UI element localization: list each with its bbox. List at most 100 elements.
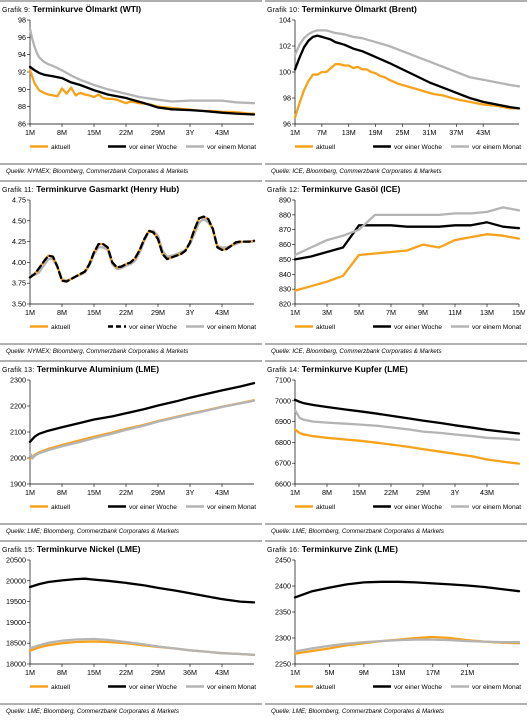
x-tick-label: 15M — [87, 668, 101, 677]
chart-svg: 820 830 840 850 860 870 880 890 1M 3M 5M 7M 9M 11M 13M… — [279, 196, 525, 331]
chart-panel: Grafik 9: Terminkurve Ölmarkt (WTI) 86 88 9… — [0, 0, 264, 180]
x-tick-label: 29M — [416, 488, 430, 497]
chart-label: Grafik 10: — [267, 7, 300, 14]
y-tick-label: 19000 — [6, 618, 26, 627]
x-tick-label: 15M — [352, 488, 366, 497]
chart-panel: Grafik 14: Terminkurve Kupfer (LME) 6600 6… — [265, 360, 529, 540]
x-tick-label: 5M — [354, 308, 364, 317]
x-tick-label: 22M — [119, 128, 133, 137]
y-tick-label: 104 — [279, 16, 291, 25]
chart-title-text: Terminkurve Nickel (LME) — [36, 544, 141, 554]
legend-label: vor einer Woche — [129, 324, 177, 331]
chart-label: Grafik 11: — [2, 187, 34, 194]
legend-label: aktuell — [51, 504, 71, 511]
y-tick-label: 2300 — [10, 376, 26, 385]
y-tick-label: 6700 — [275, 459, 291, 468]
divider — [265, 703, 527, 705]
y-tick-label: 4.50 — [12, 216, 26, 225]
x-tick-label: 15M — [87, 128, 101, 137]
source-note: Quelle: NYMEX; Bloomberg, Commerzbank Co… — [6, 348, 189, 355]
x-tick-label: 7M — [386, 308, 396, 317]
series-line-vor-einer-woche — [293, 34, 521, 110]
legend-label: vor einem Monat — [472, 144, 521, 151]
x-tick-label: 29M — [151, 128, 165, 137]
y-tick-label: 2400 — [275, 582, 291, 591]
chart-panel: Grafik 13: Terminkurve Aluminium (LME) 19… — [0, 360, 264, 540]
chart-svg: 6600 6700 6800 6900 7000 7100 1M 8M 15M 22M 29M 3Y 4… — [275, 376, 521, 511]
x-tick-label: 15M — [512, 308, 525, 317]
y-tick-label: 2100 — [10, 428, 26, 437]
divider — [0, 540, 262, 542]
y-tick-label: 86 — [18, 120, 26, 129]
legend-label: vor einem Monat — [207, 504, 256, 511]
legend-label: vor einem Monat — [472, 504, 521, 511]
series-line-aktuell — [28, 69, 256, 115]
x-tick-label: 22M — [119, 308, 133, 317]
source-note: Quelle: LME; Bloomberg, Commerzbank Corp… — [271, 708, 444, 715]
y-tick-label: 7000 — [275, 396, 291, 405]
y-tick-label: 102 — [279, 42, 291, 51]
legend-label: aktuell — [51, 324, 71, 331]
series-line-vor-einer-woche — [293, 398, 521, 435]
y-tick-label: 94 — [18, 50, 26, 59]
chart-title: Grafik 11: Terminkurve Gasmarkt (Henry H… — [2, 184, 179, 194]
source-note: Quelle: ICE, Bloomberg, Commerzbank Corp… — [271, 348, 442, 355]
legend-label: vor einer Woche — [129, 684, 177, 691]
y-tick-label: 20000 — [6, 576, 26, 585]
divider — [0, 523, 262, 525]
x-tick-label: 29M — [151, 668, 165, 677]
legend-label: vor einer Woche — [129, 144, 177, 151]
x-tick-label: 5M — [324, 668, 334, 677]
legend-label: vor einem Monat — [472, 324, 521, 331]
chart-title-text: Terminkurve Aluminium (LME) — [36, 364, 160, 374]
x-tick-label: 31M — [422, 128, 436, 137]
y-tick-label: 2300 — [275, 634, 291, 643]
y-tick-label: 860 — [279, 240, 291, 249]
x-tick-label: 3Y — [186, 128, 195, 137]
y-tick-label: 6900 — [275, 417, 291, 426]
x-tick-label: 8M — [322, 488, 332, 497]
chart-title: Grafik 13: Terminkurve Aluminium (LME) — [2, 364, 159, 374]
divider — [0, 703, 262, 705]
y-tick-label: 2350 — [275, 608, 291, 617]
divider — [265, 523, 527, 525]
y-tick-label: 2000 — [10, 454, 26, 463]
divider — [0, 343, 262, 345]
x-tick-label: 43M — [215, 488, 229, 497]
chart-label: Grafik 9: — [2, 7, 31, 14]
divider — [265, 540, 527, 542]
divider — [0, 180, 262, 182]
x-tick-label: 37M — [449, 128, 463, 137]
y-tick-label: 88 — [18, 102, 26, 111]
x-tick-label: 43M — [215, 308, 229, 317]
x-tick-label: 3Y — [451, 488, 460, 497]
chart-svg: 18000 18500 19000 19500 20000 20500 1M 8M 15M 22M… — [6, 556, 256, 691]
x-tick-label: 1M — [290, 488, 300, 497]
source-note: Quelle: LME; Bloomberg, Commerzbank Corp… — [6, 708, 179, 715]
legend-label: vor einem Monat — [207, 684, 256, 691]
x-tick-label: 3M — [322, 308, 332, 317]
chart-label: Grafik 13: — [2, 367, 35, 374]
legend-label: vor einer Woche — [394, 324, 442, 331]
y-tick-label: 870 — [279, 225, 291, 234]
y-tick-label: 2250 — [275, 660, 291, 669]
chart-title-text: Terminkurve Kupfer (LME) — [301, 364, 408, 374]
y-tick-label: 92 — [18, 68, 26, 77]
chart-title: Grafik 14: Terminkurve Kupfer (LME) — [267, 364, 408, 374]
chart-title: Grafik 12: Terminkurve Gasöl (ICE) — [267, 184, 400, 194]
y-tick-label: 98 — [283, 94, 291, 103]
legend-label: vor einer Woche — [394, 504, 442, 511]
series-line-vor-einer-woche — [28, 577, 256, 604]
x-tick-label: 19M — [369, 128, 383, 137]
x-tick-label: 29M — [151, 308, 165, 317]
series-line-vor-einer-woche — [293, 580, 521, 599]
divider — [0, 0, 262, 2]
x-tick-label: 29M — [151, 488, 165, 497]
chart-label: Grafik 16: — [267, 547, 300, 554]
chart-panel: Grafik 12: Terminkurve Gasöl (ICE) 820 830… — [265, 180, 529, 360]
chart-title-text: Terminkurve Gasmarkt (Henry Hub) — [36, 184, 180, 194]
series-line-vor-einem-monat — [293, 206, 521, 257]
legend-label: vor einer Woche — [129, 504, 177, 511]
chart-label: Grafik 15: — [2, 547, 35, 554]
chart-label: Grafik 14: — [267, 367, 300, 374]
